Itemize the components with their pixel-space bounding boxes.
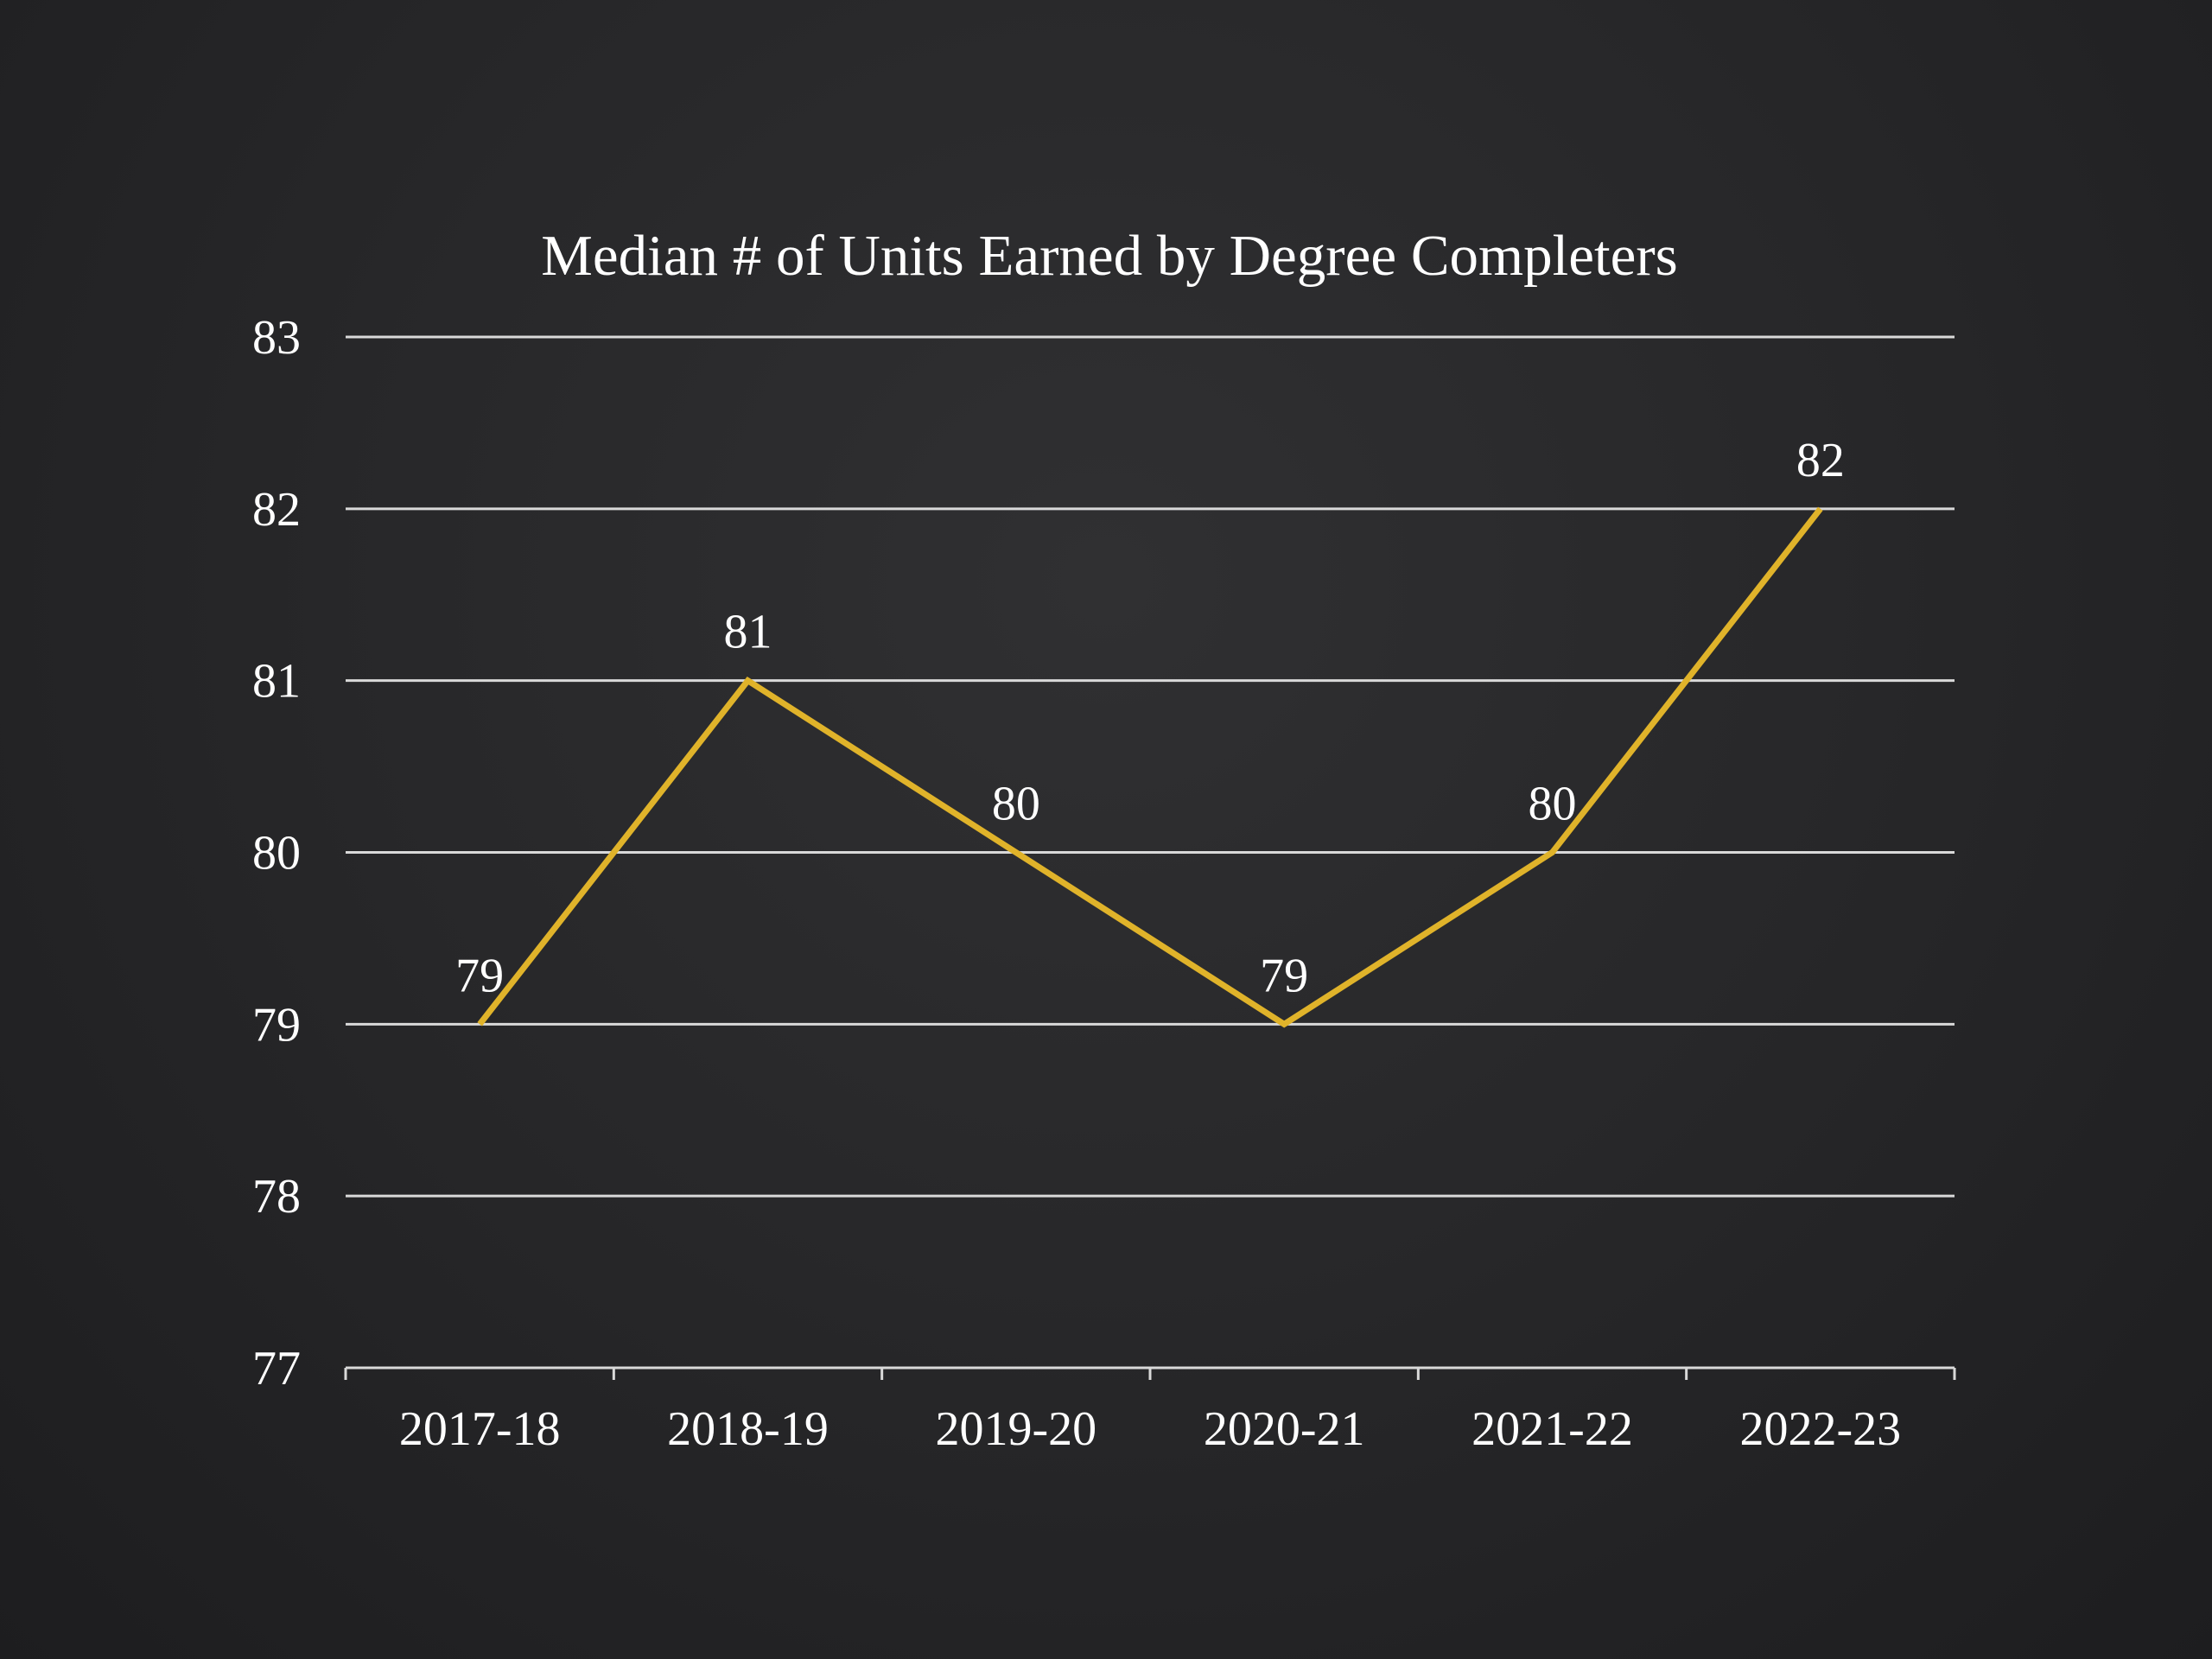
x-axis-tick-labels: 2017-18 2018-19 2019-20 2020-21 2021-22 2022-… [399, 1402, 1901, 1456]
x-tick-label: 2021-22 [1471, 1402, 1633, 1456]
x-tick-label: 2020-21 [1204, 1402, 1365, 1456]
data-label: 81 [724, 606, 772, 659]
x-axis [344, 1366, 1956, 1380]
y-tick-label: 82 [252, 483, 301, 537]
gridlines [346, 335, 1955, 1198]
y-tick-label: 77 [252, 1342, 301, 1395]
x-tick-label: 2017-18 [399, 1402, 561, 1456]
y-tick-label: 80 [252, 827, 301, 880]
data-label: 79 [455, 949, 504, 1002]
x-tick-label: 2022-23 [1740, 1402, 1902, 1456]
data-label: 82 [1796, 434, 1845, 487]
data-labels: 79 81 80 79 80 82 [455, 434, 1845, 1003]
y-tick-label: 83 [252, 311, 301, 365]
y-axis-tick-labels: 77 78 79 80 81 82 83 [252, 311, 301, 1395]
data-label: 79 [1260, 949, 1308, 1002]
data-label: 80 [1529, 778, 1577, 831]
x-tick-label: 2019-20 [936, 1402, 1097, 1456]
y-tick-label: 78 [252, 1170, 301, 1224]
data-label: 80 [992, 778, 1040, 831]
series-line-group [477, 506, 1823, 1028]
series-line [477, 506, 1823, 1028]
y-tick-label: 81 [252, 655, 301, 709]
x-tick-label: 2018-19 [667, 1402, 829, 1456]
y-tick-label: 79 [252, 998, 301, 1052]
chart-title: Median # of Units Earned by Degree Compl… [541, 224, 1677, 288]
